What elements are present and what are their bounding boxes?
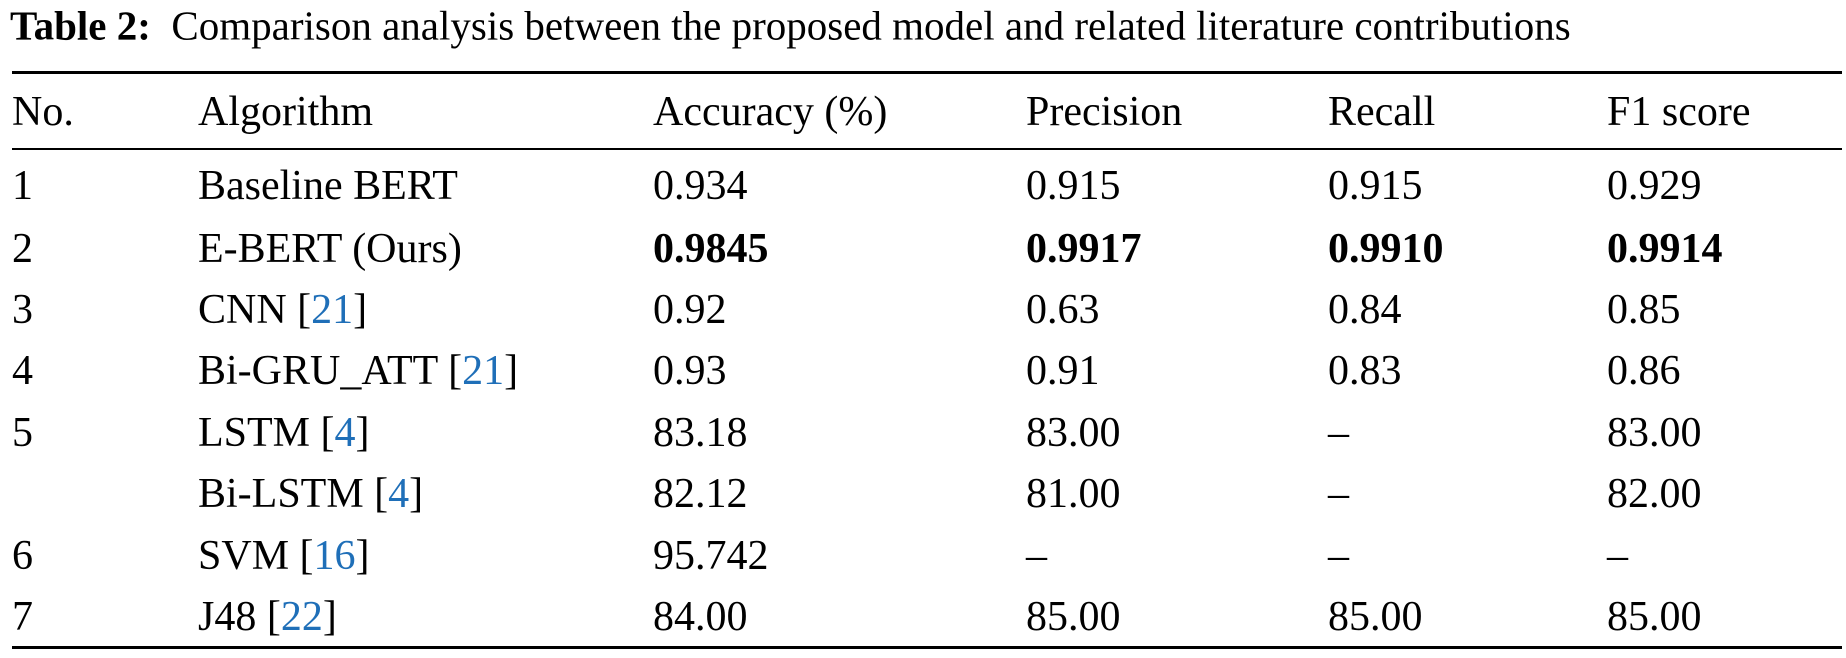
algorithm-text: CNN [ — [198, 287, 312, 333]
header-cell: Recall — [1328, 89, 1436, 135]
cell: 0.84 — [1328, 287, 1402, 333]
algorithm-text: ] — [353, 287, 368, 333]
cell: 82.00 — [1607, 471, 1702, 517]
algorithm-text: ] — [355, 410, 370, 456]
cell: 83.00 — [1026, 410, 1121, 456]
header-cell: No. — [12, 89, 74, 135]
algorithm-cell: Bi-GRU_ATT [21] — [198, 350, 518, 392]
cell: 0.93 — [653, 348, 727, 394]
header-cell: Precision — [1026, 89, 1183, 135]
algorithm-text: J48 [ — [198, 594, 281, 640]
citation-link: 16 — [313, 533, 356, 579]
cell: 85.00 — [1328, 594, 1423, 640]
cell: 95.742 — [653, 533, 769, 579]
cell: 82.12 — [653, 471, 748, 517]
algorithm-cell: Baseline BERT — [198, 165, 458, 207]
cell: 0.929 — [1607, 163, 1702, 209]
cell: 5 — [12, 410, 33, 456]
bottom-rule — [12, 646, 1842, 649]
cell: 1 — [12, 163, 33, 209]
cell: 2 — [12, 226, 33, 272]
citation-link: 22 — [280, 594, 323, 640]
cell: 0.85 — [1607, 287, 1681, 333]
header-rule — [12, 148, 1842, 150]
cell: 0.86 — [1607, 348, 1681, 394]
algorithm-cell: SVM [16] — [198, 535, 370, 577]
cell: 85.00 — [1607, 594, 1702, 640]
cell: 0.915 — [1026, 163, 1121, 209]
cell: 84.00 — [653, 594, 748, 640]
cell: 0.9845 — [653, 226, 769, 272]
caption: Table 2: Comparison analysis between the… — [10, 2, 1571, 49]
citation-link: 21 — [462, 348, 505, 394]
citation-link: 4 — [388, 471, 410, 517]
cell: – — [1026, 533, 1047, 579]
cell: – — [1607, 533, 1628, 579]
algorithm-text: LSTM [ — [198, 410, 335, 456]
algorithm-text: Bi-GRU_ATT [ — [198, 348, 463, 394]
cell: 0.83 — [1328, 348, 1402, 394]
caption-label: Table 2: — [10, 2, 151, 49]
cell: – — [1328, 410, 1349, 456]
cell: 0.92 — [653, 287, 727, 333]
cell: 0.9910 — [1328, 226, 1444, 272]
algorithm-text: ] — [409, 471, 424, 517]
cell: 81.00 — [1026, 471, 1121, 517]
algorithm-cell: Bi-LSTM [4] — [198, 473, 423, 515]
cell: 4 — [12, 348, 33, 394]
cell: 0.934 — [653, 163, 748, 209]
algorithm-cell: J48 [22] — [198, 596, 337, 638]
cell: 83.18 — [653, 410, 748, 456]
header-cell: Accuracy (%) — [653, 89, 888, 135]
algorithm-text: E-BERT (Ours) — [198, 226, 462, 272]
top-rule — [12, 71, 1842, 74]
cell: 3 — [12, 287, 33, 333]
algorithm-cell: CNN [21] — [198, 289, 367, 331]
algorithm-text: SVM [ — [198, 533, 314, 579]
caption-text: Comparison analysis between the proposed… — [171, 2, 1571, 49]
algorithm-cell: E-BERT (Ours) — [198, 228, 462, 270]
cell: 85.00 — [1026, 594, 1121, 640]
cell: 0.915 — [1328, 163, 1423, 209]
cell: 7 — [12, 594, 33, 640]
cell: 0.9914 — [1607, 226, 1723, 272]
header-cell: F1 score — [1607, 89, 1751, 135]
citation-link: 4 — [334, 410, 356, 456]
cell: 6 — [12, 533, 33, 579]
algorithm-text: Baseline BERT — [198, 163, 458, 209]
cell: 0.91 — [1026, 348, 1100, 394]
cell: 0.9917 — [1026, 226, 1142, 272]
cell: 0.63 — [1026, 287, 1100, 333]
algorithm-text: ] — [322, 594, 337, 640]
algorithm-text: ] — [504, 348, 519, 394]
header-cell: Algorithm — [198, 89, 373, 135]
citation-link: 21 — [311, 287, 354, 333]
algorithm-text: ] — [355, 533, 370, 579]
cell: – — [1328, 471, 1349, 517]
cell: – — [1328, 533, 1349, 579]
cell: 83.00 — [1607, 410, 1702, 456]
algorithm-cell: LSTM [4] — [198, 412, 370, 454]
algorithm-text: Bi-LSTM [ — [198, 471, 389, 517]
